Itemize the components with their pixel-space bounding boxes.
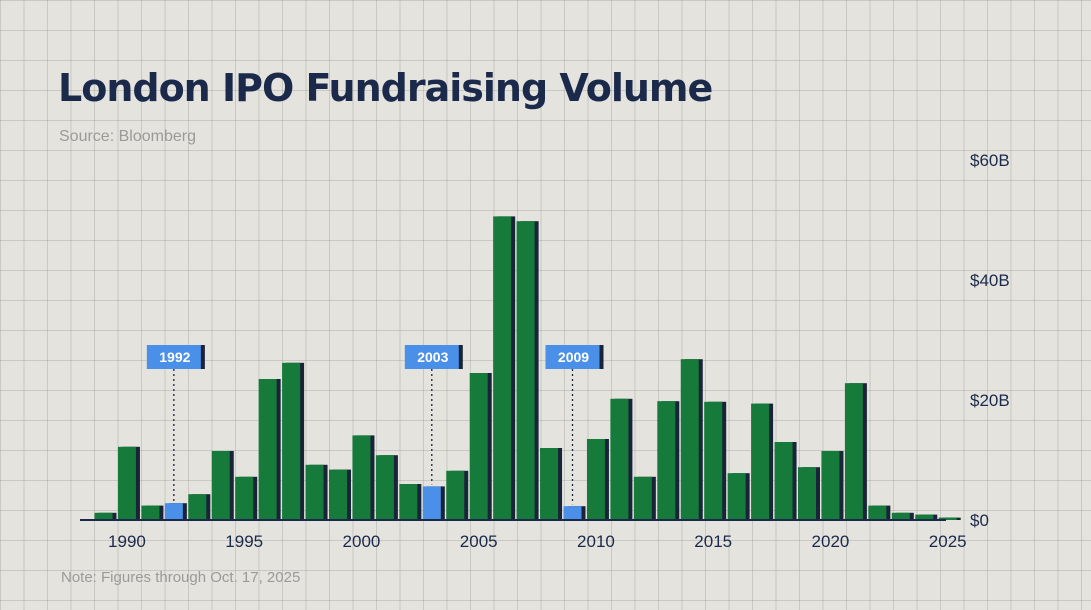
x-tick-label: 1990 (108, 532, 146, 551)
bar (821, 451, 840, 520)
y-tick-label: $0 (970, 511, 989, 530)
bar (727, 473, 746, 520)
bar-highlighted (164, 503, 183, 520)
y-tick-label: $20B (970, 391, 1010, 410)
bar (915, 514, 934, 520)
bar (235, 476, 254, 520)
x-tick-label: 1995 (225, 532, 263, 551)
bar (375, 455, 394, 520)
bar (282, 362, 301, 520)
bar (844, 383, 863, 520)
callout-year-label: 2009 (558, 349, 589, 365)
bar (117, 446, 136, 520)
bar (704, 401, 723, 520)
bar (329, 469, 347, 520)
bar (774, 442, 793, 520)
bars (94, 216, 961, 520)
x-tick-label: 2025 (929, 532, 967, 551)
callout-tag (545, 345, 600, 369)
source-label: Source: Bloomberg (59, 128, 196, 145)
bar (680, 359, 699, 520)
highlight-callouts: 1992 2003 2009 (146, 345, 604, 505)
callout-tag (146, 345, 201, 369)
y-axis: $0 $20B $40B $60B (970, 151, 1010, 530)
x-tick-label: 2020 (812, 532, 850, 551)
bar (141, 505, 160, 520)
footnote: Note: Figures through Oct. 17, 2025 (61, 569, 301, 586)
x-tick-label: 2010 (577, 532, 615, 551)
bar (868, 505, 887, 520)
bar (399, 484, 418, 520)
bar (188, 494, 207, 520)
y-tick-label: $40B (970, 271, 1010, 290)
bar (258, 379, 277, 520)
x-tick-label: 2005 (460, 532, 498, 551)
bar (751, 403, 770, 520)
bar (516, 221, 535, 520)
bar (94, 512, 113, 520)
bar (610, 398, 629, 520)
x-tick-label: 2000 (343, 532, 381, 551)
chart-title: London IPO Fundraising Volume (58, 66, 713, 110)
bar (493, 216, 512, 520)
bar-highlighted (563, 506, 582, 520)
y-tick-label: $60B (970, 151, 1010, 170)
bar (352, 435, 371, 520)
x-tick-label: 2015 (694, 532, 732, 551)
bar (891, 512, 910, 520)
bar (211, 451, 230, 520)
callout-year-label: 1992 (159, 349, 190, 365)
bar (586, 439, 605, 520)
bar (633, 476, 652, 520)
bar (540, 448, 559, 520)
x-axis: 1990 1995 2000 2005 2010 2015 2020 2025 (108, 532, 967, 551)
bar (657, 401, 676, 520)
callout-tag (404, 345, 459, 369)
bar (469, 373, 488, 520)
bar (938, 517, 957, 520)
bar (446, 470, 465, 520)
bar (798, 467, 816, 520)
bar-highlighted (422, 486, 441, 520)
bar (305, 464, 324, 520)
callout-year-label: 2003 (417, 349, 448, 365)
